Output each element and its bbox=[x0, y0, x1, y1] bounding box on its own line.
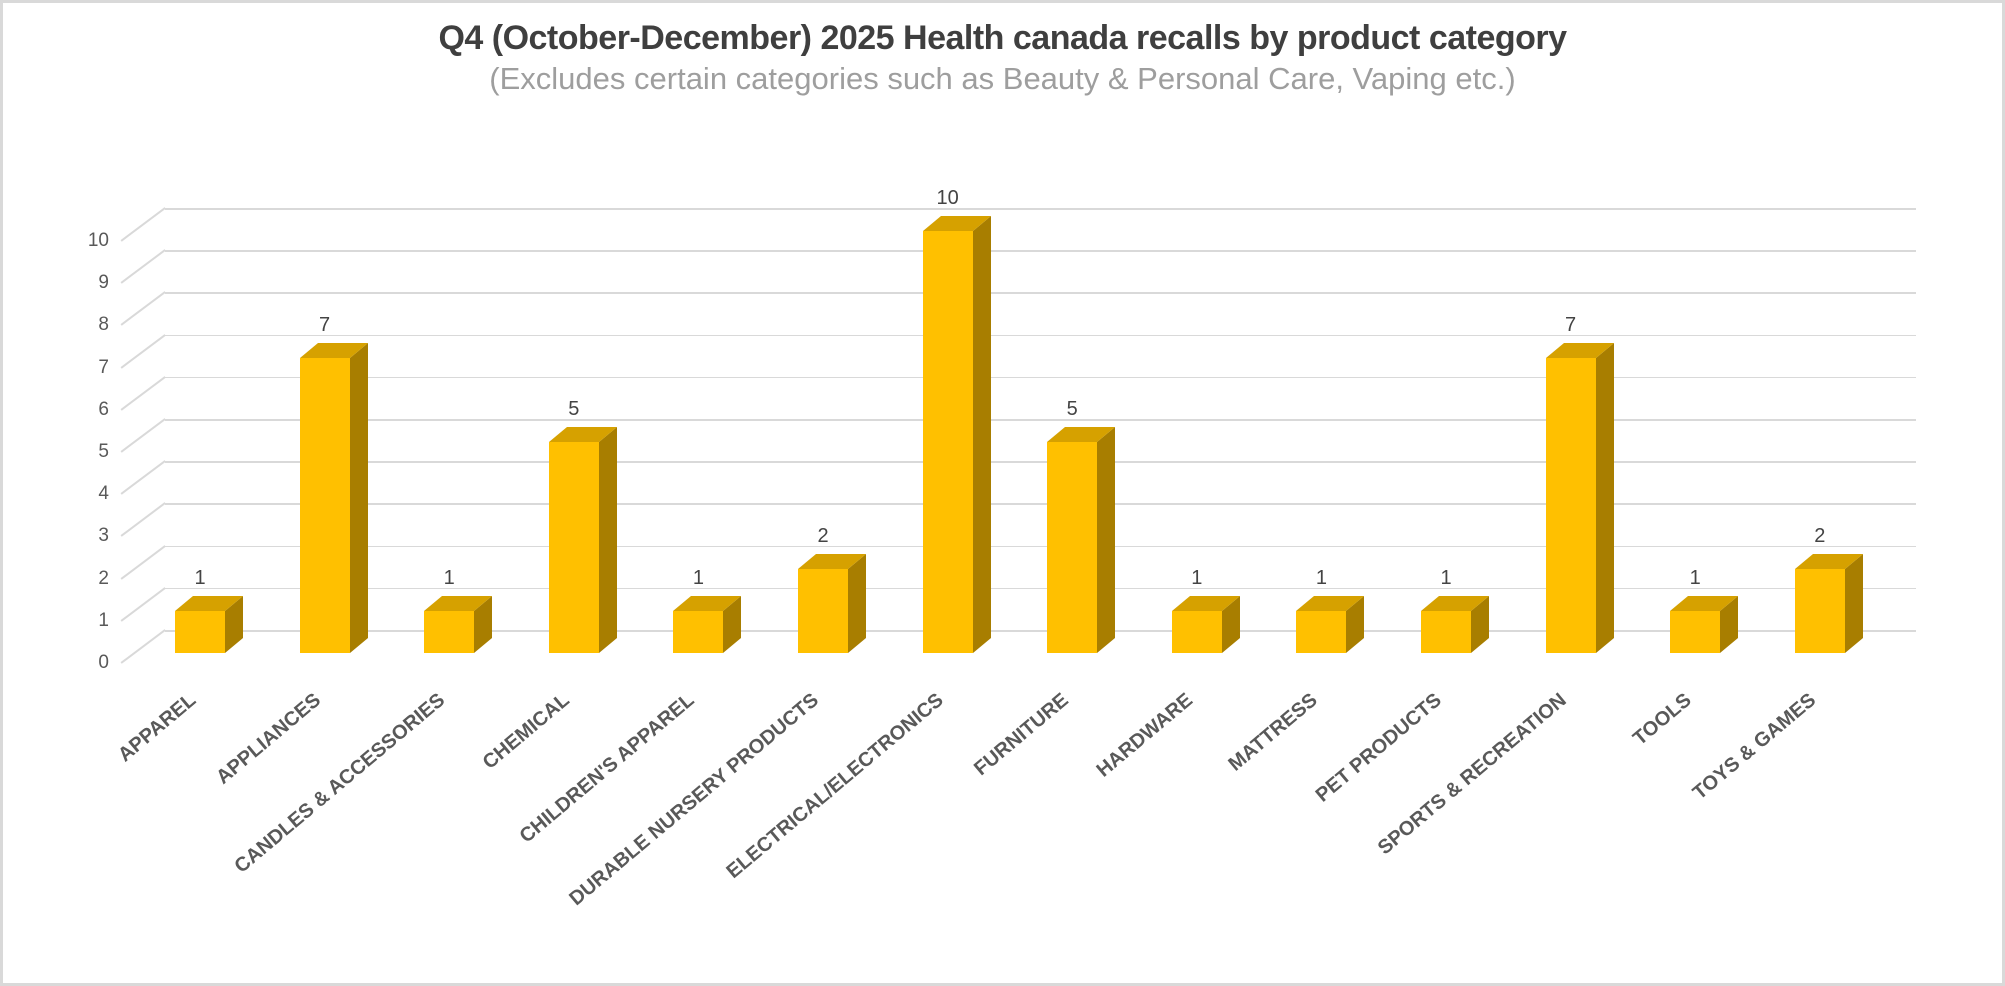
gridline bbox=[165, 587, 1916, 590]
bar-value-label: 1 bbox=[443, 566, 455, 589]
bar-front-face bbox=[1047, 442, 1098, 653]
y-axis-tick-label: 9 bbox=[98, 272, 109, 294]
y-axis-tick-label: 10 bbox=[87, 230, 109, 251]
category-label: CANDLES & ACCESSORIES bbox=[230, 689, 450, 878]
y-axis-tick-label: 6 bbox=[98, 398, 109, 420]
y-axis-tick-label: 2 bbox=[98, 567, 109, 589]
bar-front-face bbox=[922, 231, 973, 653]
bar-value-label: 1 bbox=[692, 566, 704, 589]
bar-front-face bbox=[1296, 610, 1347, 653]
category-label: APPLIANCES bbox=[211, 689, 325, 789]
bar-value-label: 7 bbox=[1565, 313, 1577, 336]
gridline bbox=[165, 461, 1916, 463]
bar-value-label: 5 bbox=[1066, 398, 1078, 420]
category-label: TOYS & GAMES bbox=[1688, 689, 1820, 805]
gridline-diagonal bbox=[120, 207, 166, 242]
gridline bbox=[165, 292, 1916, 294]
gridline-diagonal bbox=[120, 502, 166, 537]
gridline bbox=[165, 503, 1916, 505]
gridline bbox=[165, 419, 1916, 421]
y-axis-tick-label: 5 bbox=[98, 441, 109, 462]
category-label: TOOLS bbox=[1628, 689, 1696, 750]
bar-front-face bbox=[798, 568, 848, 653]
bar-front-face bbox=[1794, 568, 1845, 653]
bar-value-label: 1 bbox=[1315, 566, 1327, 589]
gridline-diagonal bbox=[120, 460, 166, 495]
category-label: DURABLE NURSERY PRODUCTS bbox=[565, 689, 824, 911]
bar-value-label: 10 bbox=[936, 187, 959, 209]
bar-value-label: 7 bbox=[319, 313, 331, 336]
bar-front-face bbox=[299, 357, 350, 653]
bar-front-face bbox=[1545, 357, 1596, 653]
bar-side-face bbox=[349, 342, 368, 653]
bar-side-face bbox=[972, 216, 991, 653]
gridline-diagonal bbox=[120, 375, 166, 411]
gridline-diagonal bbox=[120, 249, 166, 284]
bar-front-face bbox=[424, 610, 475, 653]
bar-side-face bbox=[598, 427, 617, 653]
bar-value-label: 1 bbox=[1191, 566, 1203, 589]
gridline bbox=[165, 545, 1916, 548]
category-label: APPAREL bbox=[113, 689, 201, 767]
chart-title: Q4 (October-December) 2025 Health canada… bbox=[438, 19, 1567, 57]
bar-front-face bbox=[175, 610, 225, 653]
bar-value-label: 1 bbox=[1440, 566, 1452, 589]
category-label: FURNITURE bbox=[969, 689, 1073, 781]
bar-value-label: 2 bbox=[817, 524, 829, 547]
gridline-diagonal bbox=[120, 291, 166, 326]
gridline bbox=[165, 208, 1916, 210]
category-label: MATTRESS bbox=[1224, 689, 1322, 776]
bar-side-face bbox=[1097, 427, 1116, 653]
bar-side-face bbox=[848, 553, 866, 653]
bar-front-face bbox=[673, 610, 724, 653]
bar-value-label: 1 bbox=[194, 566, 206, 589]
bar-value-label: 5 bbox=[568, 398, 580, 420]
category-label: CHEMICAL bbox=[478, 689, 574, 774]
bar-value-label: 1 bbox=[1689, 566, 1701, 589]
gridline bbox=[165, 334, 1916, 337]
bar-front-face bbox=[1171, 610, 1222, 653]
category-label: ELECTRICAL/ELECTRONICS bbox=[722, 689, 948, 883]
y-axis-tick-label: 8 bbox=[98, 314, 109, 336]
gridline bbox=[165, 630, 1916, 632]
y-axis-tick-label: 1 bbox=[98, 609, 109, 631]
gridline-diagonal bbox=[120, 629, 166, 664]
y-axis-tick-label: 3 bbox=[98, 525, 109, 547]
gridline bbox=[165, 250, 1916, 252]
gridline bbox=[165, 376, 1916, 379]
category-label: PET PRODUCTS bbox=[1311, 689, 1447, 807]
category-label: HARDWARE bbox=[1092, 689, 1197, 782]
y-axis-tick-label: 0 bbox=[98, 652, 109, 673]
gridline-diagonal bbox=[120, 418, 166, 453]
y-axis-tick-label: 4 bbox=[98, 483, 109, 505]
y-axis-tick-label: 7 bbox=[98, 356, 109, 378]
gridline-diagonal bbox=[120, 586, 166, 622]
gridline-diagonal bbox=[120, 333, 166, 368]
bar-side-face bbox=[1595, 342, 1614, 653]
bar-side-face bbox=[1844, 553, 1863, 653]
bar-value-label: 2 bbox=[1814, 524, 1826, 547]
bar-front-face bbox=[1670, 610, 1721, 653]
bar-front-face bbox=[548, 442, 599, 653]
chart-subtitle: (Excludes certain categories such as Bea… bbox=[489, 61, 1516, 96]
plot-area: 0 1 2 3 4 5 6 7 8 9 10 1 APPAREL 7 APPLIANCES 1 CANDLES … bbox=[3, 3, 2002, 983]
bar-front-face bbox=[1421, 610, 1471, 653]
